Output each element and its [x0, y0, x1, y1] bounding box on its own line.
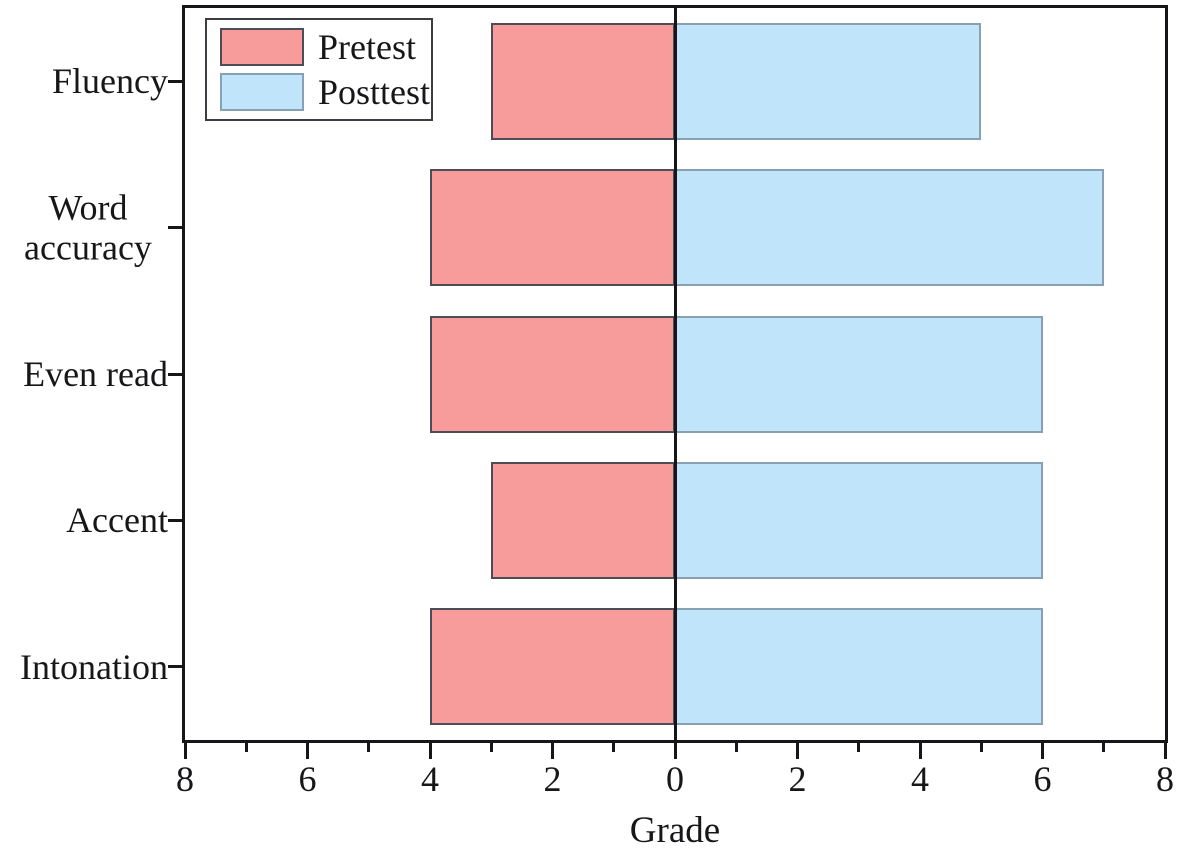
x-tick-label: 6 [298, 759, 317, 799]
x-minor-tick [244, 743, 248, 752]
x-major-tick [796, 743, 799, 759]
x-tick-label: 2 [788, 759, 807, 799]
x-major-tick [918, 743, 922, 759]
pretest-bar [491, 462, 675, 579]
pretest-bar [430, 608, 675, 725]
category-label: Intonation [20, 646, 168, 687]
x-tick-label: 4 [421, 759, 439, 799]
posttest-bar [675, 316, 1043, 433]
y-tick [168, 519, 182, 522]
x-major-tick [1163, 743, 1167, 759]
posttest-bar [675, 169, 1104, 286]
x-tick-label: 0 [666, 759, 684, 799]
category-label: Accent [66, 499, 168, 540]
pretest-bar [491, 23, 675, 140]
x-major-tick [428, 743, 432, 759]
x-minor-tick [1102, 743, 1106, 752]
legend-item-pretest: Pretest [220, 28, 421, 66]
legend: Pretest Posttest [205, 18, 433, 121]
x-tick-label: 6 [1033, 759, 1052, 799]
x-major-tick [306, 743, 309, 759]
y-tick [168, 665, 182, 668]
pretest-bar [430, 316, 675, 433]
category-label: Even read [23, 353, 168, 394]
posttest-swatch-icon [220, 73, 304, 111]
legend-item-posttest: Posttest [220, 73, 430, 111]
x-minor-tick [367, 743, 371, 752]
x-axis-title: Grade [629, 810, 721, 851]
posttest-bar [675, 608, 1043, 725]
x-minor-tick [612, 743, 616, 752]
plot-inner: Pretest Posttest [185, 8, 1165, 740]
x-minor-tick [979, 743, 983, 752]
y-axis-ticks [168, 8, 182, 740]
x-major-tick [1041, 743, 1044, 759]
x-axis: Grade 8 6 4 2 0 2 4 6 8 [176, 743, 1174, 862]
category-label: Fluency [52, 60, 168, 101]
x-major-tick [673, 743, 677, 759]
posttest-bar [675, 23, 981, 140]
y-tick [168, 373, 182, 376]
x-tick-label: 8 [176, 759, 194, 799]
posttest-bar [675, 462, 1043, 579]
x-tick-label: 8 [1156, 759, 1174, 799]
legend-label-posttest: Posttest [318, 72, 431, 112]
x-minor-tick [734, 743, 738, 752]
x-major-tick [551, 743, 554, 759]
y-tick [168, 80, 182, 83]
x-minor-tick [857, 743, 861, 752]
category-label: Word accuracy [24, 187, 152, 268]
x-major-tick [183, 743, 187, 759]
y-axis-category-labels: Fluency Word accuracy Even read Accent Inton… [0, 8, 170, 740]
pretest-swatch-icon [220, 28, 304, 66]
legend-label-pretest: Pretest [318, 27, 416, 67]
x-tick-label: 4 [911, 759, 929, 799]
pretest-bar [430, 169, 675, 286]
x-tick-label: 2 [543, 759, 562, 799]
y-tick [168, 226, 182, 229]
zero-axis-line [673, 8, 677, 740]
x-minor-tick [489, 743, 493, 752]
plot-area: Pretest Posttest [182, 5, 1168, 743]
